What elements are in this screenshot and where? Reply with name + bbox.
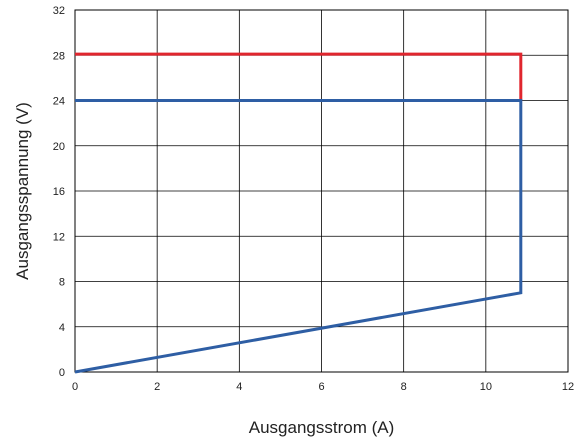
y-tick-label: 0 — [59, 367, 65, 379]
x-tick-label: 0 — [72, 381, 78, 393]
series-line-2 — [74, 99, 523, 374]
x-tick-label: 10 — [480, 381, 492, 393]
y-tick-labels: 0 4 8 12 16 20 24 28 32 — [53, 5, 65, 379]
x-tick-label: 6 — [318, 381, 324, 393]
x-axis-title: Ausgangsstrom (A) — [249, 418, 395, 437]
x-tick-label: 12 — [562, 381, 574, 393]
series-line-1 — [75, 52, 523, 101]
y-tick-label: 12 — [53, 231, 65, 243]
x-tick-labels: 0 2 4 6 8 10 12 — [72, 381, 574, 393]
x-tick-label: 8 — [401, 381, 407, 393]
y-tick-label: 20 — [53, 141, 65, 153]
y-axis-title: Ausgangsspannung (V) — [13, 102, 32, 280]
series-layer — [74, 52, 523, 374]
plot-area — [74, 9, 569, 373]
x-tick-label: 2 — [154, 381, 160, 393]
y-tick-label: 16 — [53, 186, 65, 198]
x-tick-label: 4 — [236, 381, 242, 393]
y-tick-label: 24 — [53, 96, 65, 108]
grid — [74, 9, 569, 373]
y-tick-label: 8 — [59, 277, 65, 289]
y-tick-label: 28 — [53, 50, 65, 62]
y-tick-label: 4 — [59, 322, 65, 334]
y-tick-label: 32 — [53, 5, 65, 17]
